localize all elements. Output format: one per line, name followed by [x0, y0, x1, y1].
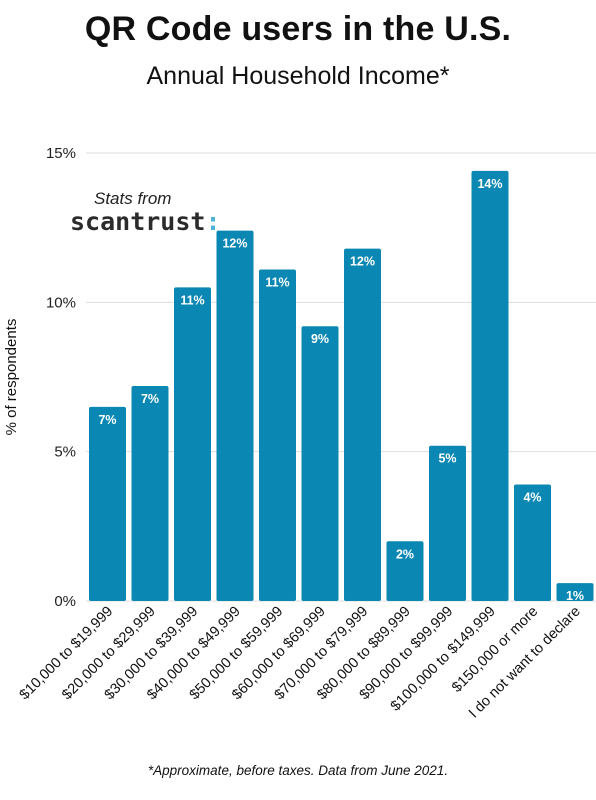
bar-data-label: 12%: [350, 255, 375, 269]
bar: [174, 287, 211, 601]
bars: 7% 7% 11% 12% 11% 9% 12% 2% 5% 14% 4% 1%: [89, 170, 594, 603]
x-axis-categories: $10,000 to $19,999$20,000 to $29,999$30,…: [17, 604, 584, 722]
bar: [301, 326, 339, 601]
bar: [386, 541, 424, 601]
bar-data-label: 14%: [477, 177, 502, 191]
y-axis-title: % of respondents: [3, 319, 20, 436]
y-tick-label: 5%: [54, 444, 76, 461]
bar: [344, 248, 381, 601]
brand-prefix: Stats from: [94, 189, 171, 208]
gridlines: [86, 152, 596, 602]
bar: [259, 269, 296, 601]
bar-data-label: 12%: [222, 237, 247, 251]
bar: [216, 230, 254, 602]
y-tick-label: 15%: [46, 145, 76, 162]
bar-data-label: 5%: [438, 452, 456, 466]
y-tick-label: 0%: [54, 593, 76, 610]
bar-data-label: 9%: [311, 332, 329, 346]
bar: [556, 583, 594, 601]
brand-logo: scantrust:: [70, 207, 221, 236]
bar-data-label: 4%: [523, 491, 541, 505]
chart-subtitle: Annual Household Income*: [146, 62, 450, 90]
brand-accent-mark: :: [205, 207, 220, 236]
bar-data-label: 11%: [180, 293, 204, 307]
bar-data-label: 11%: [265, 275, 289, 289]
bar-data-label: 2%: [396, 547, 414, 561]
bar-data-label: 7%: [141, 392, 159, 406]
bar: [89, 406, 126, 601]
bar: [471, 170, 509, 602]
footnote: *Approximate, before taxes. Data from Ju…: [147, 763, 449, 778]
brand-watermark: Stats from scantrust:: [70, 189, 221, 236]
bar: [131, 385, 169, 601]
chart-title: QR Code users in the U.S.: [84, 10, 512, 48]
y-tick-label: 10%: [46, 294, 76, 311]
y-axis-ticks: 0% 5% 10% 15%: [46, 145, 76, 610]
bar: [514, 484, 551, 601]
bar-data-label: 7%: [98, 413, 116, 427]
bar: [429, 445, 466, 601]
brand-name: scantrust: [70, 207, 205, 236]
bar-data-label: 1%: [566, 589, 584, 603]
